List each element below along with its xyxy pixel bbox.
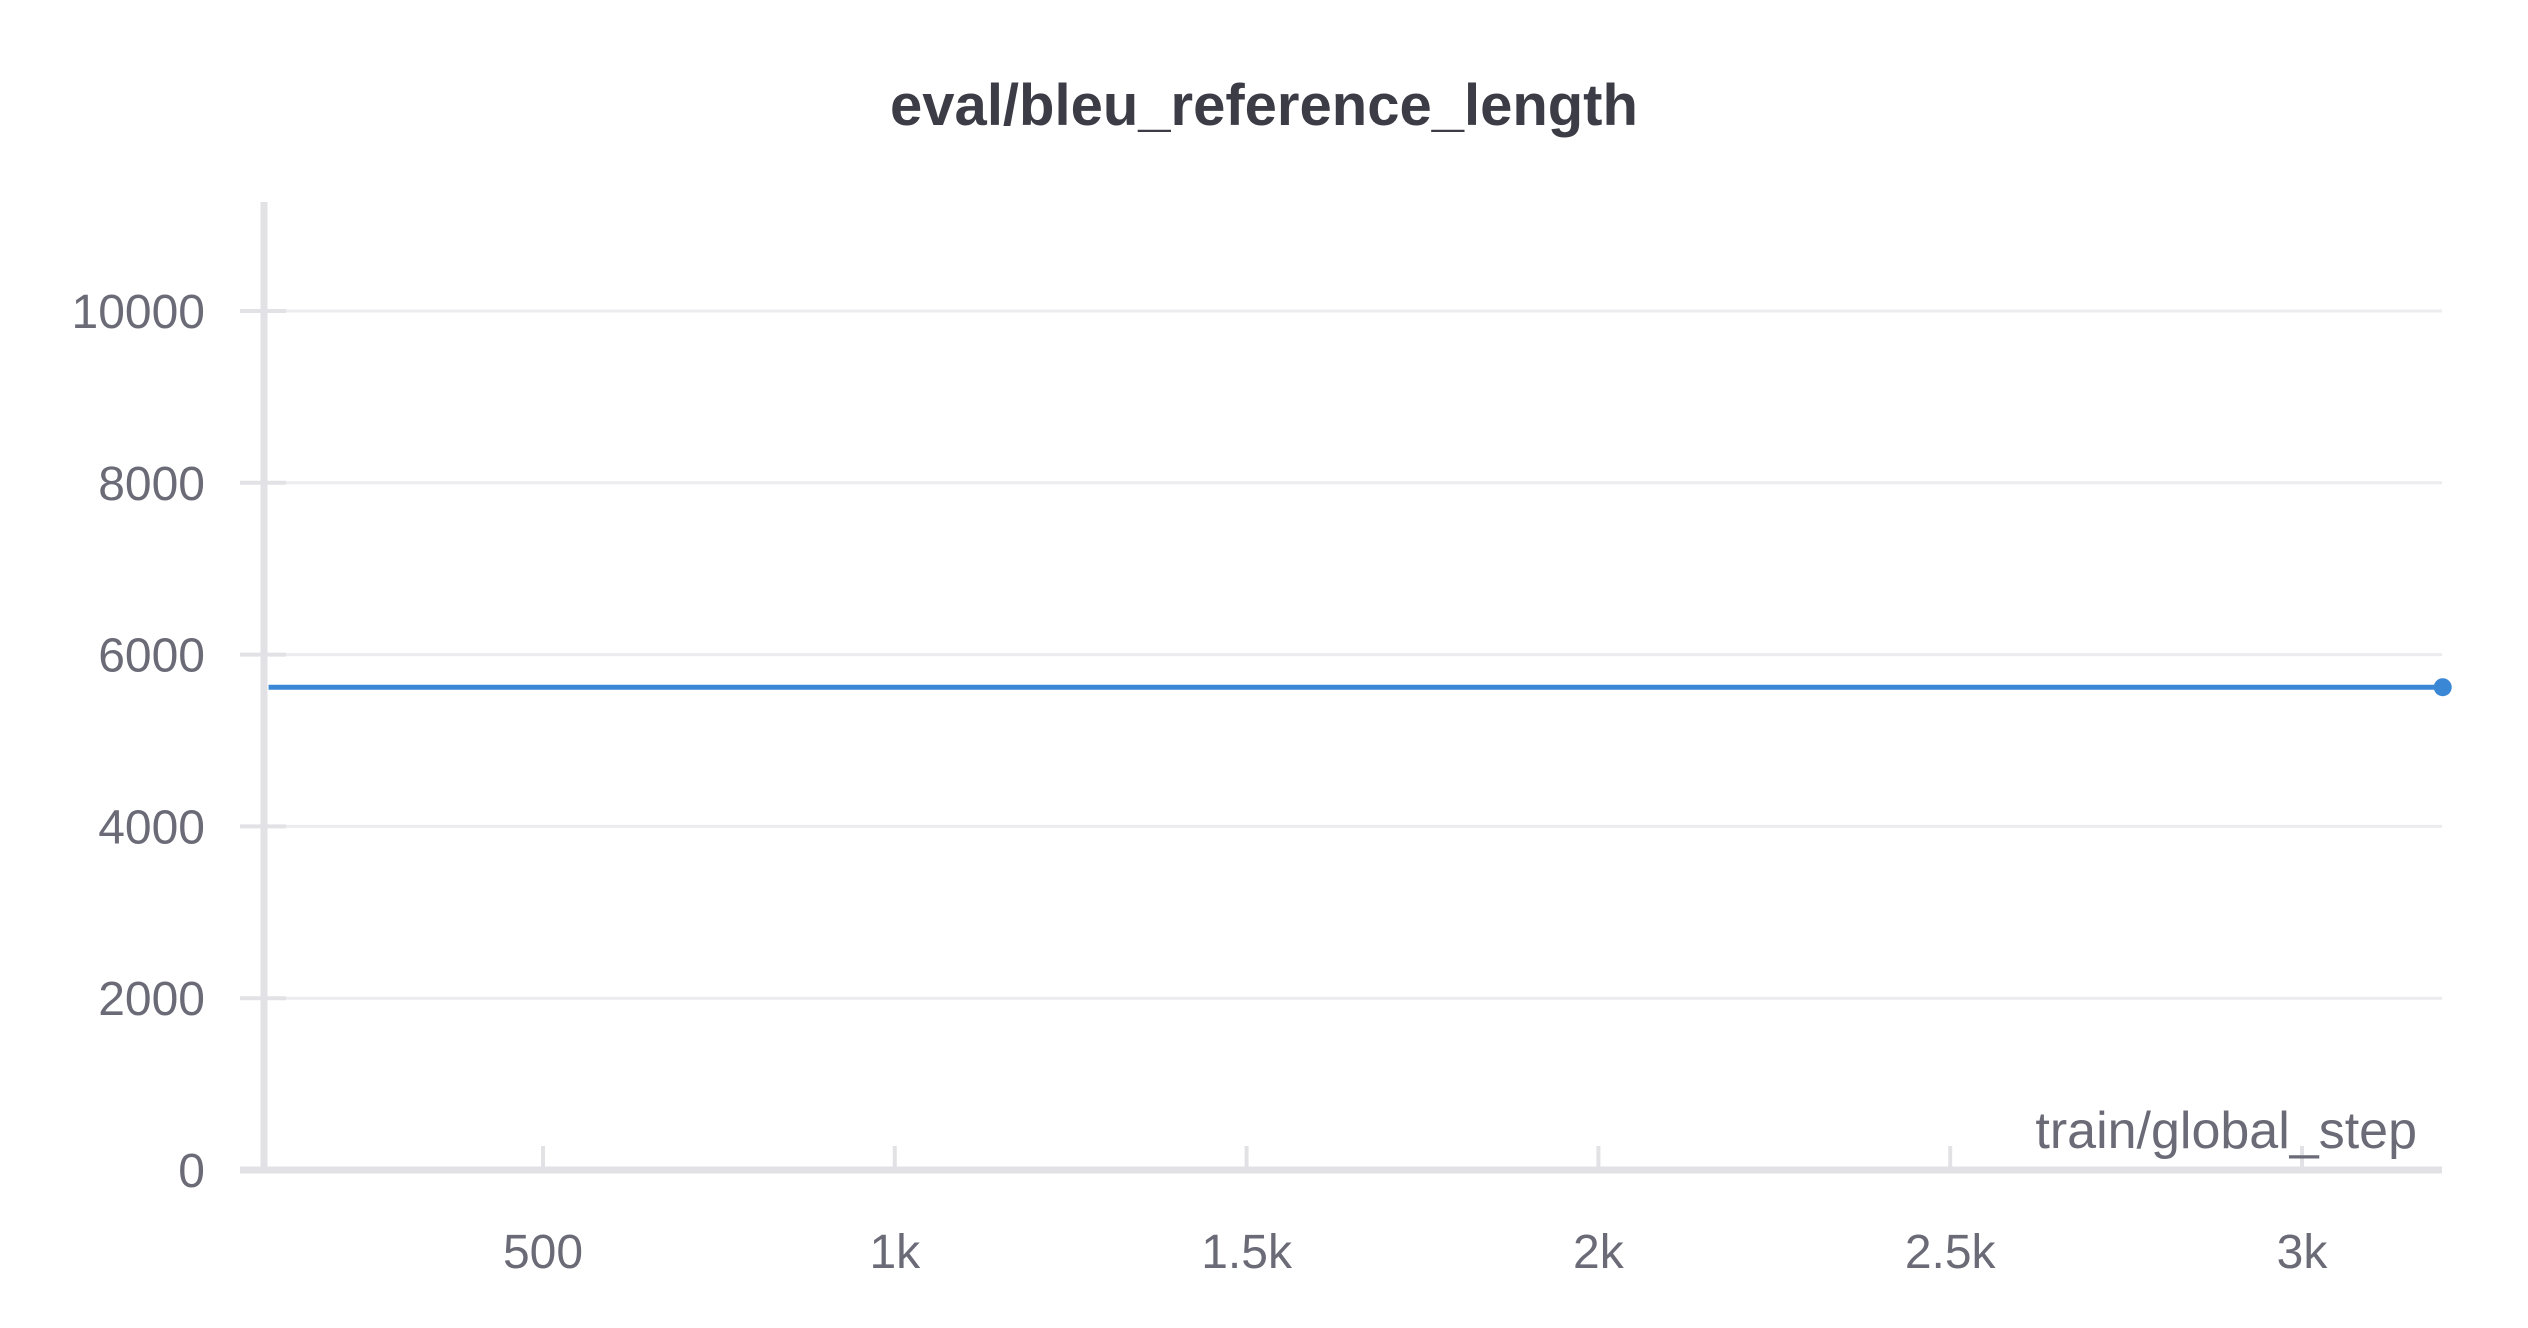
y-ticks: 0 2000 4000 6000 8000 10000 xyxy=(72,286,286,1198)
series-layer xyxy=(268,678,2452,697)
y-tick-label: 4000 xyxy=(98,801,205,854)
chart-title: eval/bleu_reference_length xyxy=(890,73,1638,138)
x-tick-label: 2.5k xyxy=(1905,1226,1997,1279)
x-tick-label: 3k xyxy=(2277,1226,2329,1279)
y-tick-label: 6000 xyxy=(98,630,205,683)
x-axis-title: train/global_step xyxy=(2035,1102,2417,1160)
x-ticks: 500 1k 1.5k 2k 2.5k 3k xyxy=(503,1146,2328,1279)
y-tick-label: 2000 xyxy=(98,973,205,1026)
y-tick-label: 0 xyxy=(178,1145,205,1198)
x-tick-label: 500 xyxy=(503,1226,583,1279)
x-tick-label: 2k xyxy=(1573,1226,1625,1279)
series-end-point xyxy=(2433,678,2452,697)
y-tick-label: 8000 xyxy=(98,458,205,511)
x-tick-label: 1.5k xyxy=(1201,1226,1293,1279)
y-tick-label: 10000 xyxy=(72,286,205,339)
grid-lines xyxy=(264,309,2442,1000)
x-tick-label: 1k xyxy=(869,1226,921,1279)
axes xyxy=(240,202,2442,1174)
